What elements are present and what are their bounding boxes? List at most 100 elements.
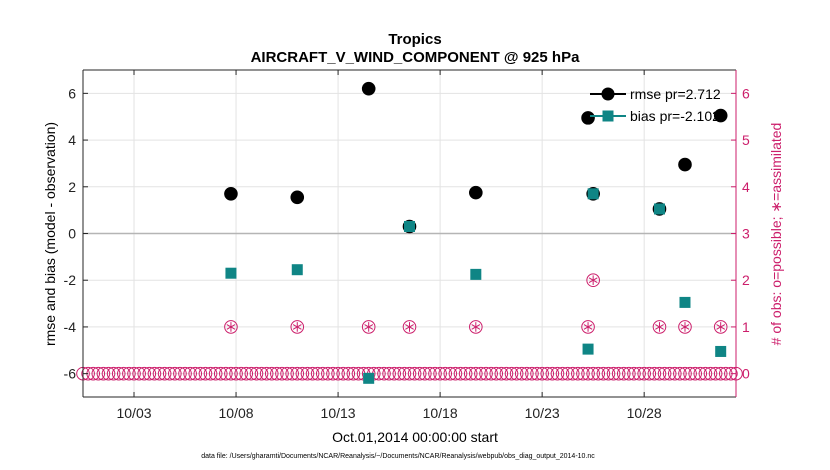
assimilated-obs-point xyxy=(655,322,664,332)
possible-obs-point xyxy=(270,366,284,381)
possible-obs-point xyxy=(254,366,269,381)
possible-obs-point xyxy=(657,366,672,381)
possible-obs-point xyxy=(290,320,305,334)
rmse-point xyxy=(713,108,728,123)
y2-tick-label: 0 xyxy=(742,366,750,382)
possible-obs-point xyxy=(606,366,621,381)
possible-obs-point xyxy=(412,366,427,381)
possible-obs-point xyxy=(382,366,396,381)
assimilated-obs-point xyxy=(583,322,593,332)
possible-obs-point xyxy=(662,366,677,381)
possible-obs-point xyxy=(576,366,590,381)
possible-obs-point xyxy=(438,366,453,381)
possible-obs-point xyxy=(647,366,662,381)
possible-obs-point xyxy=(688,366,702,381)
possible-obs-point xyxy=(264,366,279,381)
asterisk-stroke xyxy=(405,324,414,330)
possible-obs-point xyxy=(193,366,208,381)
possible-obs-point xyxy=(504,366,519,381)
possible-obs-point xyxy=(290,366,305,381)
y-tick-label: 0 xyxy=(68,226,76,242)
assimilated-obs-point xyxy=(405,322,414,332)
assimilated-obs-point xyxy=(588,275,598,286)
y2-tick-label: 1 xyxy=(742,319,750,335)
y2-tick-label: 3 xyxy=(742,226,750,242)
bias-point xyxy=(582,343,594,355)
possible-obs-point xyxy=(392,366,407,381)
possible-obs-point xyxy=(571,366,585,381)
x-tick-label: 10/13 xyxy=(321,405,356,421)
possible-obs-point xyxy=(509,366,524,381)
possible-obs-point xyxy=(157,366,172,381)
possible-obs-point xyxy=(336,366,350,381)
possible-obs-point xyxy=(698,366,713,381)
possible-obs-point xyxy=(581,320,595,334)
possible-obs-point xyxy=(418,366,432,381)
possible-obs-point xyxy=(137,366,152,381)
bias-point xyxy=(587,188,599,200)
possible-obs-point xyxy=(667,366,682,381)
possible-obs-point xyxy=(703,366,718,381)
bias-series xyxy=(225,188,727,384)
possible-obs-point xyxy=(494,366,509,381)
assimilated-obs-series xyxy=(226,275,726,332)
assimilated-obs-point xyxy=(226,322,236,332)
possible-obs-point xyxy=(122,366,136,381)
y2-axis-ticks: 0 1 2 3 4 5 6 xyxy=(731,85,750,382)
assimilated-obs-point xyxy=(471,322,481,332)
possible-obs-point xyxy=(387,366,401,381)
legend-label-bias: bias pr=-2.102 xyxy=(630,108,720,124)
possible-obs-point xyxy=(127,366,141,381)
possible-obs-point xyxy=(673,366,687,381)
possible-obs-point xyxy=(346,366,361,381)
possible-obs-point xyxy=(458,366,473,381)
asterisk-stroke xyxy=(583,324,593,330)
assimilated-obs-point xyxy=(292,322,302,332)
possible-obs-point xyxy=(219,366,233,381)
possible-obs-point xyxy=(315,366,330,381)
possible-obs-point xyxy=(300,366,315,381)
possible-obs-point xyxy=(448,366,463,381)
possible-obs-point xyxy=(377,366,391,381)
possible-obs-point xyxy=(397,366,412,381)
possible-obs-point xyxy=(591,366,606,381)
possible-obs-point xyxy=(713,366,728,381)
possible-obs-point xyxy=(520,366,534,381)
assimilated-obs-point xyxy=(680,322,690,332)
possible-obs-point xyxy=(117,366,131,381)
asterisk-stroke xyxy=(716,324,726,330)
y-tick-label: -2 xyxy=(64,272,77,288)
possible-obs-point xyxy=(713,320,728,334)
possible-obs-point xyxy=(423,366,437,381)
asterisk-stroke xyxy=(655,324,664,330)
possible-obs-point xyxy=(321,366,335,381)
possible-obs-point xyxy=(479,366,493,381)
possible-obs-point xyxy=(208,366,223,381)
possible-obs-point xyxy=(203,366,218,381)
possible-obs-point xyxy=(555,366,570,381)
possible-obs-point xyxy=(632,366,646,381)
possible-obs-point xyxy=(305,366,320,381)
asterisk-stroke xyxy=(680,324,690,330)
possible-obs-point xyxy=(652,366,667,381)
y-tick-label: -4 xyxy=(64,319,77,335)
possible-obs-point xyxy=(708,366,723,381)
rmse-point xyxy=(469,185,483,200)
possible-obs-point xyxy=(361,320,376,334)
asterisk-stroke xyxy=(588,277,598,284)
asterisk-stroke xyxy=(364,324,374,330)
possible-obs-point xyxy=(331,366,345,381)
asterisk-stroke xyxy=(292,324,302,330)
possible-obs-point xyxy=(678,320,692,334)
possible-obs-point xyxy=(693,366,708,381)
y-tick-label: -6 xyxy=(64,366,77,382)
x-tick-label: 10/18 xyxy=(423,405,458,421)
possible-obs-point xyxy=(259,366,274,381)
x-tick-label: 10/08 xyxy=(219,405,254,421)
y-tick-label: 2 xyxy=(68,179,76,195)
possible-obs-point xyxy=(596,366,611,381)
x-tick-label: 10/23 xyxy=(525,405,560,421)
possible-obs-point xyxy=(198,366,213,381)
bias-point xyxy=(679,296,691,308)
